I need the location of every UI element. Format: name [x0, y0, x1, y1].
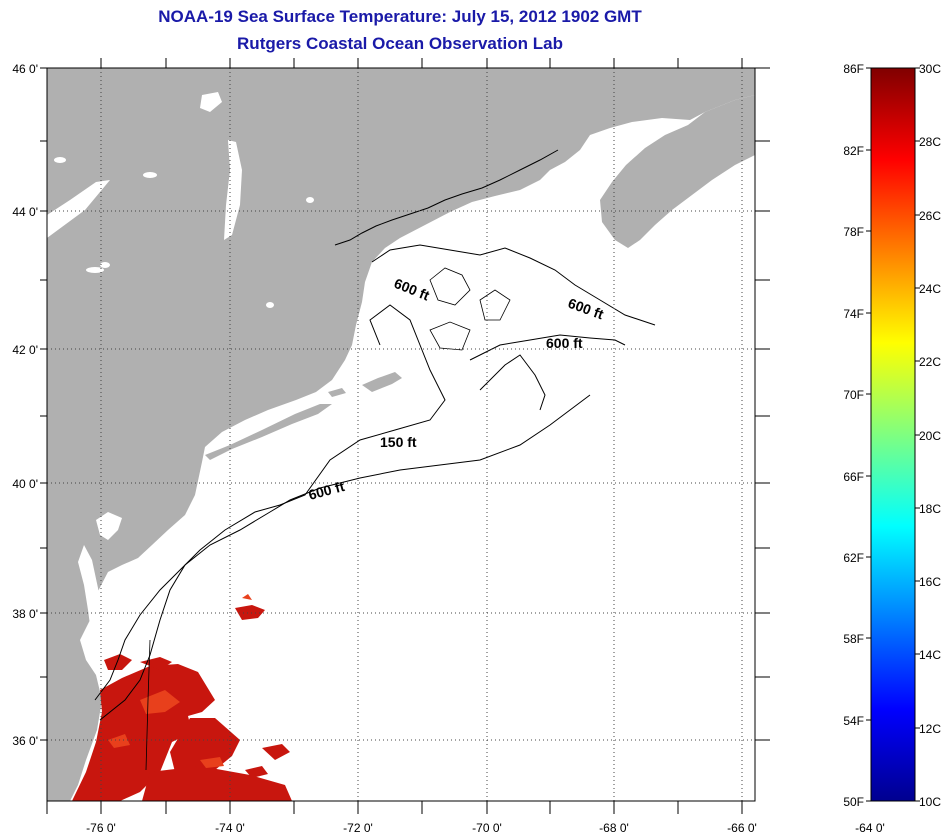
lake-ontario [47, 180, 110, 238]
map-subtitle: Rutgers Coastal Ocean Observation Lab [237, 34, 563, 53]
colorbar-c-label: 26C [919, 209, 941, 223]
delaware-bay [96, 512, 122, 540]
colorbar-f-label: 62F [843, 551, 864, 565]
nova-scotia-land [600, 95, 755, 248]
lat-label: 44 0' [12, 205, 38, 219]
colorbar-f-label: 86F [843, 62, 864, 76]
lat-label: 42 0' [12, 343, 38, 357]
colorbar: 86F 82F 78F 74F 70F 66F 62F 58F 54F 50F … [843, 62, 941, 809]
colorbar-c-label: 16C [919, 575, 941, 589]
longitude-labels: -76 0' -74 0' -72 0' -70 0' -68 0' -66 0… [86, 821, 885, 835]
contour-label: 150 ft [380, 434, 417, 450]
marthas-vineyard [328, 388, 346, 397]
chesapeake-bay [78, 545, 110, 680]
latitude-labels: 46 0' 44 0' 42 0' 40 0' 38 0' 36 0' [12, 62, 38, 748]
colorbar-c-label: 14C [919, 648, 941, 662]
lake-champlain [224, 140, 242, 240]
contour-label: 600 ft [546, 335, 583, 351]
colorbar-c-label: 10C [919, 795, 941, 809]
colorbar-c-label: 28C [919, 135, 941, 149]
contour-150ft [94, 304, 446, 701]
lat-label: 40 0' [12, 477, 38, 491]
lon-label: -68 0' [599, 821, 629, 835]
lat-label: 46 0' [12, 62, 38, 76]
contour-600ft-gulf [371, 244, 656, 326]
colorbar-f-label: 58F [843, 632, 864, 646]
sst-data [72, 605, 292, 801]
mainland-land [47, 68, 755, 801]
cape-cod [362, 372, 402, 392]
colorbar-f-label: 66F [843, 470, 864, 484]
map-area: 600 ft 600 ft 600 ft 150 ft 600 ft [47, 68, 755, 801]
lon-label: -76 0' [86, 821, 116, 835]
colorbar-c-label: 22C [919, 355, 941, 369]
lon-label: -66 0' [727, 821, 757, 835]
lon-label: -74 0' [215, 821, 245, 835]
colorbar-c-label: 24C [919, 282, 941, 296]
lon-label: -70 0' [472, 821, 502, 835]
colorbar-c-label: 20C [919, 429, 941, 443]
sst-data-highlights [108, 594, 252, 768]
lat-label: 38 0' [12, 607, 38, 621]
colorbar-f-label: 50F [843, 795, 864, 809]
moosehead-lake [200, 92, 222, 112]
colorbar-ticks [866, 67, 920, 802]
colorbar-c-label: 30C [919, 62, 941, 76]
long-island [205, 404, 332, 460]
colorbar-f-label: 70F [843, 388, 864, 402]
lon-label: -64 0' [855, 821, 885, 835]
contour-600ft-georges [469, 334, 626, 411]
lon-label: -72 0' [343, 821, 373, 835]
map-title: NOAA-19 Sea Surface Temperature: July 15… [158, 7, 642, 26]
colorbar-c-label: 18C [919, 502, 941, 516]
colorbar-f-label: 82F [843, 144, 864, 158]
colorbar-gradient [870, 67, 916, 802]
contour-600ft-shelf [99, 394, 591, 721]
map-frame [40, 58, 770, 814]
colorbar-c-label: 12C [919, 722, 941, 736]
colorbar-f-label: 74F [843, 307, 864, 321]
lat-label: 36 0' [12, 734, 38, 748]
colorbar-f-label: 78F [843, 225, 864, 239]
colorbar-f-label: 54F [843, 714, 864, 728]
